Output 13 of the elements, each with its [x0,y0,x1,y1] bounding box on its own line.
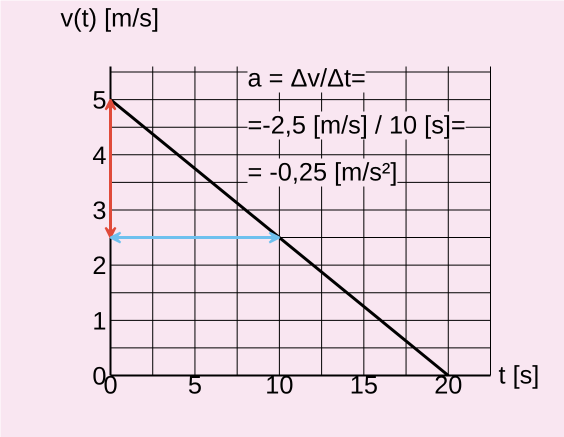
x-tick-label: 20 [434,372,462,400]
annotation: a = Δv/Δt= [248,64,366,92]
x-axis-title: t [s] [498,362,540,390]
x-tick-label: 10 [265,372,294,400]
y-tick-label: 3 [92,196,107,225]
y-tick-label: 1 [92,307,107,336]
y-axis-title: v(t) [m/s] [60,4,159,32]
y-tick-label: 5 [92,86,107,115]
y-tick-label: 4 [92,142,107,170]
y-tick-label: 2 [92,252,107,280]
x-tick-label: 15 [350,372,378,400]
annotation: = -0,25 [m/s²] [248,158,398,186]
annotation: =-2,5 [m/s] / 10 [s]= [248,112,466,140]
